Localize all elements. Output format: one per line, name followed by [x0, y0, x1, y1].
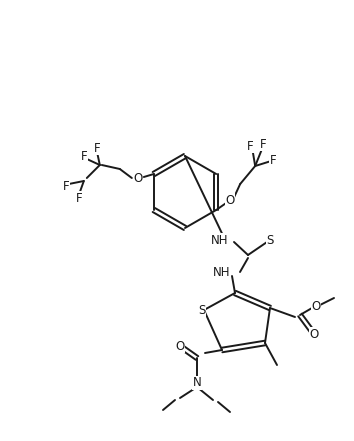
- Text: F: F: [80, 150, 87, 164]
- Text: F: F: [93, 142, 100, 154]
- Text: F: F: [247, 139, 253, 153]
- Text: O: O: [175, 340, 185, 352]
- Text: O: O: [309, 328, 319, 340]
- Text: O: O: [133, 172, 142, 186]
- Text: F: F: [270, 154, 276, 168]
- Text: NH: NH: [211, 233, 229, 247]
- Text: N: N: [193, 377, 201, 389]
- Text: F: F: [260, 138, 267, 150]
- Text: S: S: [266, 233, 274, 247]
- Text: O: O: [312, 299, 321, 313]
- Text: NH: NH: [213, 265, 231, 279]
- Text: F: F: [75, 191, 82, 205]
- Text: O: O: [225, 194, 235, 206]
- Text: F: F: [63, 179, 69, 193]
- Text: S: S: [198, 303, 206, 317]
